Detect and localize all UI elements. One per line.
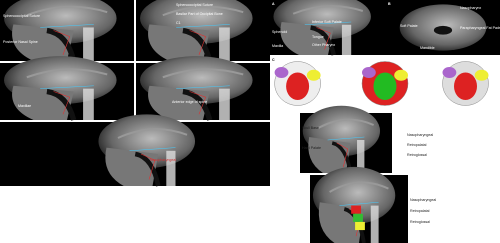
annotation-label: Nasopharyngeal xyxy=(407,133,433,137)
brain xyxy=(117,128,188,139)
brain xyxy=(329,181,389,193)
annotation-label: Nasopharynx xyxy=(460,6,481,10)
airway xyxy=(46,27,77,62)
annotation-label: Anterior edge of spine xyxy=(172,100,207,104)
outline xyxy=(53,91,71,115)
spine xyxy=(341,24,352,55)
airway xyxy=(182,27,213,62)
annotation-line xyxy=(129,147,176,152)
render-region xyxy=(306,69,321,81)
annotation-label: Sphenoid xyxy=(272,30,287,34)
spine xyxy=(219,88,230,120)
annotation-line xyxy=(40,85,94,89)
annotation-line xyxy=(304,21,352,25)
outline xyxy=(316,27,331,50)
annotation-label: Sphenooccipital Suture xyxy=(176,3,213,7)
outline xyxy=(140,153,156,180)
annotation-line xyxy=(339,201,379,206)
region xyxy=(355,221,365,231)
spine xyxy=(219,27,230,61)
annotation-label: Retropalatal xyxy=(407,143,427,147)
annotation-label: Sphenooccipital Suture xyxy=(3,14,40,18)
region xyxy=(353,213,363,222)
annotation-label: Retropalatal xyxy=(410,209,430,213)
render-region xyxy=(362,67,376,78)
annotation-label: Basilar Part of Occipital Bone xyxy=(176,12,223,16)
annotation-label: Hard Palate xyxy=(302,146,321,150)
render-region xyxy=(474,69,489,81)
brain xyxy=(292,5,364,15)
airway xyxy=(433,25,453,35)
annotation-label: C1 xyxy=(176,21,181,25)
annotation-line xyxy=(176,24,230,28)
panel-letter: B xyxy=(388,2,391,6)
brain xyxy=(162,5,244,17)
airway xyxy=(182,88,213,121)
render-region xyxy=(454,72,477,100)
panel-letter: A xyxy=(272,2,275,6)
outline xyxy=(189,30,207,56)
outline xyxy=(336,142,349,168)
annotation-label: Retroglossal xyxy=(407,153,427,157)
annotation-label: Tongue xyxy=(312,35,324,39)
panel-letter: C xyxy=(272,58,275,62)
annotation-line xyxy=(327,136,365,141)
annotation-label: Retroglossal xyxy=(410,220,430,224)
annotation-label: Nasopharyngeal xyxy=(150,158,176,162)
annotation-label: Maxillae xyxy=(18,104,31,108)
airway xyxy=(310,25,337,56)
annotation-label: Other Pharynx xyxy=(312,43,335,47)
spine xyxy=(83,27,94,61)
annotation-label: Parapharyngeal Fat Pads xyxy=(460,26,500,30)
annotation-line xyxy=(40,24,94,28)
annotation-label: Soft Palate xyxy=(400,24,418,28)
annotation-label: Posterior Nasal Spine xyxy=(3,40,38,44)
annotation-label: Inferior Soft Palate xyxy=(312,20,342,24)
brain xyxy=(317,118,374,129)
outline xyxy=(189,91,207,115)
brain xyxy=(162,68,244,79)
annotation-label: Nasopharyngeal xyxy=(410,198,436,202)
spine xyxy=(166,150,176,186)
brain xyxy=(26,68,108,79)
annotation-label: Mandible xyxy=(420,46,435,50)
render-region xyxy=(274,67,289,78)
render-region xyxy=(442,67,457,78)
airway xyxy=(134,151,161,187)
spine xyxy=(370,205,379,243)
outline xyxy=(53,30,71,56)
brain xyxy=(26,5,108,17)
render-region xyxy=(286,72,310,100)
render-region xyxy=(373,72,397,100)
annotation-line xyxy=(176,85,230,89)
spine xyxy=(83,88,94,120)
spine xyxy=(357,140,365,173)
airway xyxy=(46,88,77,121)
annotation-label: Skull Base xyxy=(302,126,319,130)
region xyxy=(351,205,361,214)
render-region xyxy=(394,69,408,81)
annotation-label: Maxilla xyxy=(272,44,283,48)
